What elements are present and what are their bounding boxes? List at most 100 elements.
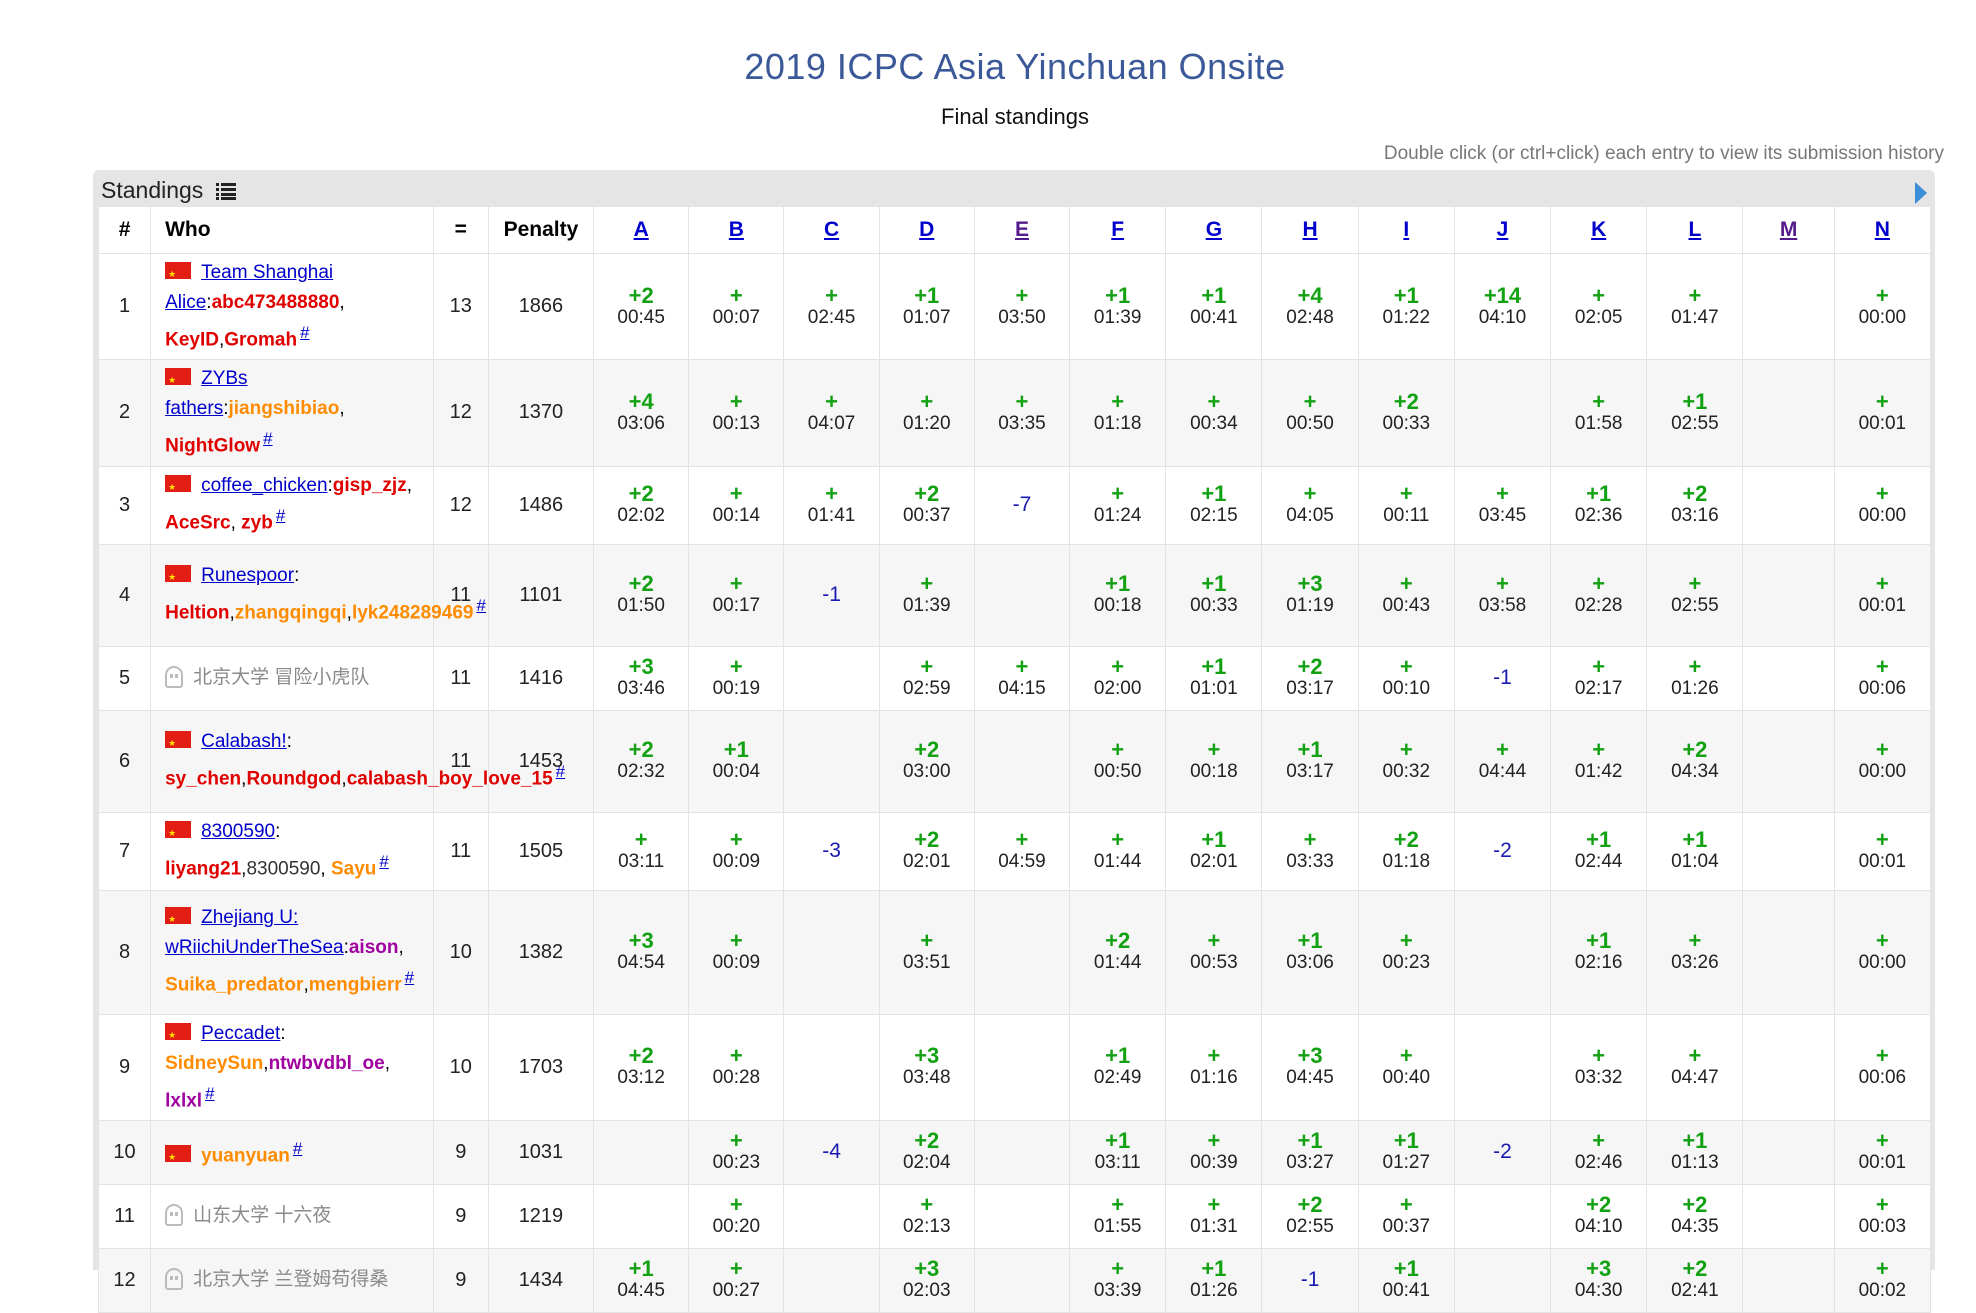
problem-link-h[interactable]: H (1302, 218, 1318, 241)
problem-cell-b[interactable]: +00:23 (688, 1119, 785, 1185)
problem-cell-f[interactable]: +01:24 (1069, 465, 1167, 545)
standings-row[interactable]: 11 山东大学 十六夜 9 1219 +00:20 +02:13 +01:55 +01:31 +… (97, 1183, 1932, 1249)
problem-link-g[interactable]: G (1205, 218, 1223, 241)
problem-cell-a[interactable]: +2 00:45 (593, 252, 690, 361)
problem-cell-l[interactable]: +2 04:35 (1646, 1183, 1744, 1249)
problem-cell-e[interactable] (973, 1247, 1071, 1313)
who-cell[interactable]: 北京大学 冒险小虎队 (150, 645, 434, 711)
problem-cell-a[interactable]: +1 04:45 (593, 1247, 690, 1313)
problem-header-m[interactable]: M (1742, 206, 1835, 254)
problem-cell-e[interactable] (973, 1119, 1071, 1185)
problem-cell-i[interactable]: +1 01:22 (1357, 252, 1455, 361)
team-name[interactable]: Zhejiang U: wRiichiUnderTheSea (165, 907, 344, 959)
problem-cell-e[interactable] (973, 889, 1071, 1015)
problem-cell-b[interactable]: +00:20 (688, 1183, 785, 1249)
problem-cell-k[interactable]: +02:17 (1550, 645, 1648, 711)
problem-header-i[interactable]: I (1357, 206, 1455, 254)
member-name[interactable]: KeyID (165, 329, 219, 351)
problem-cell-i[interactable]: +00:40 (1357, 1013, 1455, 1121)
problem-cell-j[interactable]: -1 (1453, 645, 1552, 711)
problem-cell-b[interactable]: +1 00:04 (688, 709, 785, 813)
problem-cell-l[interactable]: +2 03:16 (1646, 465, 1744, 545)
problem-cell-l[interactable]: +01:26 (1646, 645, 1744, 711)
problem-cell-b[interactable]: +00:14 (688, 465, 785, 545)
who-cell[interactable]: Zhejiang U: wRiichiUnderTheSea:aison, Su… (150, 889, 434, 1015)
problem-cell-k[interactable]: +02:05 (1550, 252, 1648, 361)
problem-link-m[interactable]: M (1779, 218, 1798, 241)
history-link[interactable]: # (205, 1083, 215, 1103)
problem-cell-l[interactable]: +1 01:04 (1646, 811, 1744, 891)
problem-cell-b[interactable]: +00:09 (688, 889, 785, 1015)
problem-cell-k[interactable]: +01:42 (1550, 709, 1648, 813)
problem-cell-j[interactable]: +03:58 (1453, 543, 1552, 647)
standings-row[interactable]: 2ZYBs fathers:jiangshibiao, NightGlow#12… (97, 359, 1932, 467)
team-name[interactable]: Calabash! (201, 731, 287, 753)
problem-cell-e[interactable]: +03:35 (973, 359, 1071, 467)
member-name[interactable]: abc473488880 (211, 292, 340, 313)
member-name[interactable]: jiangshibiao (228, 398, 340, 420)
problem-cell-g[interactable]: +00:18 (1165, 709, 1263, 813)
problem-header-a[interactable]: A (593, 206, 690, 254)
problem-cell-c[interactable] (783, 1247, 880, 1313)
history-link[interactable]: # (300, 323, 310, 342)
problem-cell-g[interactable]: +00:34 (1165, 359, 1263, 467)
problem-cell-g[interactable]: +1 00:33 (1165, 543, 1263, 647)
problem-cell-d[interactable]: +1 01:07 (878, 252, 975, 361)
problem-cell-j[interactable]: -2 (1453, 811, 1552, 891)
problem-cell-k[interactable]: +1 02:16 (1550, 889, 1648, 1015)
member-name[interactable]: 8300590 (246, 858, 321, 880)
member-name[interactable]: calabash_boy_love_15 (346, 768, 553, 790)
problem-cell-h[interactable]: -1 (1261, 1247, 1359, 1313)
problem-cell-e[interactable] (973, 1013, 1071, 1121)
problem-cell-h[interactable]: +4 02:48 (1261, 252, 1359, 361)
problem-cell-m[interactable] (1742, 889, 1835, 1015)
problem-cell-c[interactable] (783, 1013, 880, 1121)
member-name[interactable]: gisp_zjz (332, 475, 407, 497)
member-name[interactable]: sy_chen (165, 768, 242, 790)
problem-cell-b[interactable]: +00:17 (688, 543, 785, 647)
problem-cell-f[interactable]: +00:50 (1069, 709, 1167, 813)
history-link[interactable]: # (263, 429, 273, 449)
problem-cell-i[interactable]: +00:43 (1357, 543, 1455, 647)
problem-link-d[interactable]: D (919, 218, 935, 241)
problem-cell-n[interactable]: +00:03 (1833, 1183, 1932, 1249)
problem-cell-c[interactable] (783, 645, 880, 711)
problem-link-b[interactable]: B (728, 218, 744, 241)
problem-cell-l[interactable]: +02:55 (1646, 543, 1744, 647)
problem-cell-m[interactable] (1742, 811, 1835, 891)
problem-cell-h[interactable]: +1 03:27 (1261, 1119, 1359, 1185)
problem-cell-n[interactable]: +00:01 (1833, 543, 1932, 647)
problem-cell-m[interactable] (1742, 543, 1835, 647)
member-name[interactable]: Gromah (224, 329, 298, 351)
problem-cell-f[interactable]: +1 00:18 (1069, 543, 1167, 647)
history-link[interactable]: # (476, 596, 486, 616)
problem-cell-i[interactable]: +00:37 (1357, 1183, 1455, 1249)
standings-header[interactable]: Standings (101, 174, 236, 206)
history-link[interactable]: # (275, 506, 286, 526)
problem-cell-b[interactable]: +00:28 (688, 1013, 785, 1121)
problem-cell-f[interactable]: +01:55 (1069, 1183, 1167, 1249)
problem-cell-n[interactable]: +00:01 (1833, 359, 1932, 467)
problem-cell-e[interactable] (973, 1183, 1071, 1249)
problem-link-a[interactable]: A (633, 218, 649, 241)
problem-cell-d[interactable]: +01:20 (878, 359, 975, 467)
who-cell[interactable]: 山东大学 十六夜 (150, 1183, 434, 1249)
problem-cell-f[interactable]: +01:44 (1069, 811, 1167, 891)
problem-cell-n[interactable]: +00:02 (1833, 1247, 1932, 1313)
problem-cell-h[interactable]: +03:33 (1261, 811, 1359, 891)
problem-cell-g[interactable]: +01:31 (1165, 1183, 1263, 1249)
problem-cell-n[interactable]: +00:06 (1833, 1013, 1932, 1121)
problem-cell-n[interactable]: +00:00 (1833, 889, 1932, 1015)
problem-link-f[interactable]: F (1111, 218, 1125, 241)
problem-cell-b[interactable]: +00:07 (688, 252, 785, 361)
problem-link-n[interactable]: N (1874, 218, 1890, 241)
problem-cell-m[interactable] (1742, 1247, 1835, 1313)
problem-cell-e[interactable] (973, 543, 1071, 647)
problem-cell-m[interactable] (1742, 645, 1835, 711)
problem-cell-h[interactable]: +00:50 (1261, 359, 1359, 467)
problem-cell-h[interactable]: +3 01:19 (1261, 543, 1359, 647)
problem-cell-l[interactable]: +2 02:41 (1646, 1247, 1744, 1313)
problem-cell-d[interactable]: +02:13 (878, 1183, 975, 1249)
problem-cell-i[interactable]: +1 01:27 (1357, 1119, 1455, 1185)
problem-cell-b[interactable]: +00:27 (688, 1247, 785, 1313)
